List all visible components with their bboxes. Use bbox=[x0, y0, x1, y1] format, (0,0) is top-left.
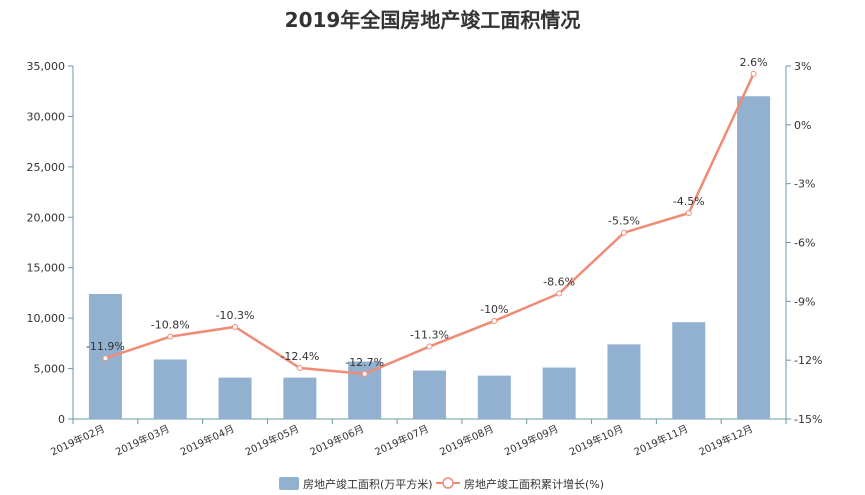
bar-series bbox=[88, 96, 771, 419]
bar bbox=[607, 344, 641, 419]
x-axis-category-label: 2019年05月 bbox=[243, 422, 301, 458]
left-axis-tick-label: 30,000 bbox=[27, 110, 66, 123]
right-axis-tick-label: -6% bbox=[794, 237, 815, 250]
legend-line-label: 房地产竣工面积累计增长(%) bbox=[464, 477, 604, 491]
legend-bar-swatch bbox=[279, 477, 299, 490]
line-data-label: -8.6% bbox=[543, 275, 575, 288]
x-axis-category-label: 2019年07月 bbox=[373, 422, 431, 458]
right-axis-tick-label: -9% bbox=[794, 295, 815, 308]
left-axis-tick-label: 5,000 bbox=[34, 363, 66, 376]
x-axis-category-label: 2019年02月 bbox=[48, 422, 106, 458]
right-axis-tick-label: 3% bbox=[794, 60, 811, 73]
bar bbox=[737, 96, 771, 419]
left-axis-tick-label: 0 bbox=[58, 413, 65, 426]
x-axis-category-label: 2019年09月 bbox=[502, 422, 560, 458]
legend-line-marker bbox=[442, 477, 454, 489]
line-data-label: -11.9% bbox=[86, 340, 125, 353]
right-axis-tick-label: -12% bbox=[794, 354, 822, 367]
line-point bbox=[620, 229, 627, 236]
line-point bbox=[232, 323, 239, 330]
line-point bbox=[361, 370, 368, 377]
x-axis-category-label: 2019年11月 bbox=[632, 422, 690, 458]
left-axis-tick-label: 15,000 bbox=[27, 262, 66, 275]
line-data-label: -5.5% bbox=[608, 215, 640, 228]
line-point bbox=[167, 333, 174, 340]
bar bbox=[477, 375, 511, 419]
line-data-label: -10% bbox=[480, 303, 508, 316]
left-axis-tick-label: 10,000 bbox=[27, 312, 66, 325]
x-axis-category-label: 2019年06月 bbox=[308, 422, 366, 458]
line-series: -11.9% -10.8% -10.3% -12.4% -12.7% -11.3% -10%… bbox=[86, 56, 768, 377]
line-data-label: -10.8% bbox=[151, 319, 190, 332]
left-axis-tick-label: 35,000 bbox=[27, 60, 66, 73]
bar bbox=[672, 322, 706, 419]
right-axis-tick-label: -3% bbox=[794, 178, 815, 191]
bar bbox=[153, 359, 187, 419]
right-axis-tick-label: 0% bbox=[794, 119, 811, 132]
line-point bbox=[750, 70, 757, 77]
x-axis-category-label: 2019年03月 bbox=[113, 422, 171, 458]
line-data-label: -12.4% bbox=[280, 350, 319, 363]
bar bbox=[218, 377, 252, 419]
right-axis-tick-label: -15% bbox=[794, 413, 822, 426]
x-axis-category-label: 2019年04月 bbox=[178, 422, 236, 458]
line-point bbox=[685, 210, 692, 217]
line-data-label: -4.5% bbox=[673, 195, 705, 208]
line-point bbox=[426, 343, 433, 350]
line-point bbox=[556, 290, 563, 297]
left-axis-tick-label: 25,000 bbox=[27, 161, 66, 174]
line-data-label: 2.6% bbox=[740, 56, 768, 69]
x-axis-category-label: 2019年12月 bbox=[697, 422, 755, 458]
x-axis-category-label: 2019年08月 bbox=[437, 422, 495, 458]
legend-bar-label: 房地产竣工面积(万平方米) bbox=[303, 477, 433, 491]
left-axis-tick-label: 20,000 bbox=[27, 211, 66, 224]
line-data-label: -10.3% bbox=[216, 309, 255, 322]
line-data-label: -11.3% bbox=[410, 328, 449, 341]
bar bbox=[413, 370, 446, 419]
chart-title: 2019年全国房地产竣工面积情况 bbox=[284, 8, 581, 32]
line-point bbox=[102, 355, 109, 362]
line-point bbox=[491, 317, 498, 324]
line-point bbox=[296, 365, 303, 372]
x-axis-category-label: 2019年10月 bbox=[567, 422, 625, 458]
line-data-label: -12.7% bbox=[345, 356, 384, 369]
legend[interactable]: 房地产竣工面积(万平方米) 房地产竣工面积累计增长(%) bbox=[279, 477, 604, 491]
bar bbox=[542, 367, 576, 419]
bar bbox=[283, 377, 317, 419]
